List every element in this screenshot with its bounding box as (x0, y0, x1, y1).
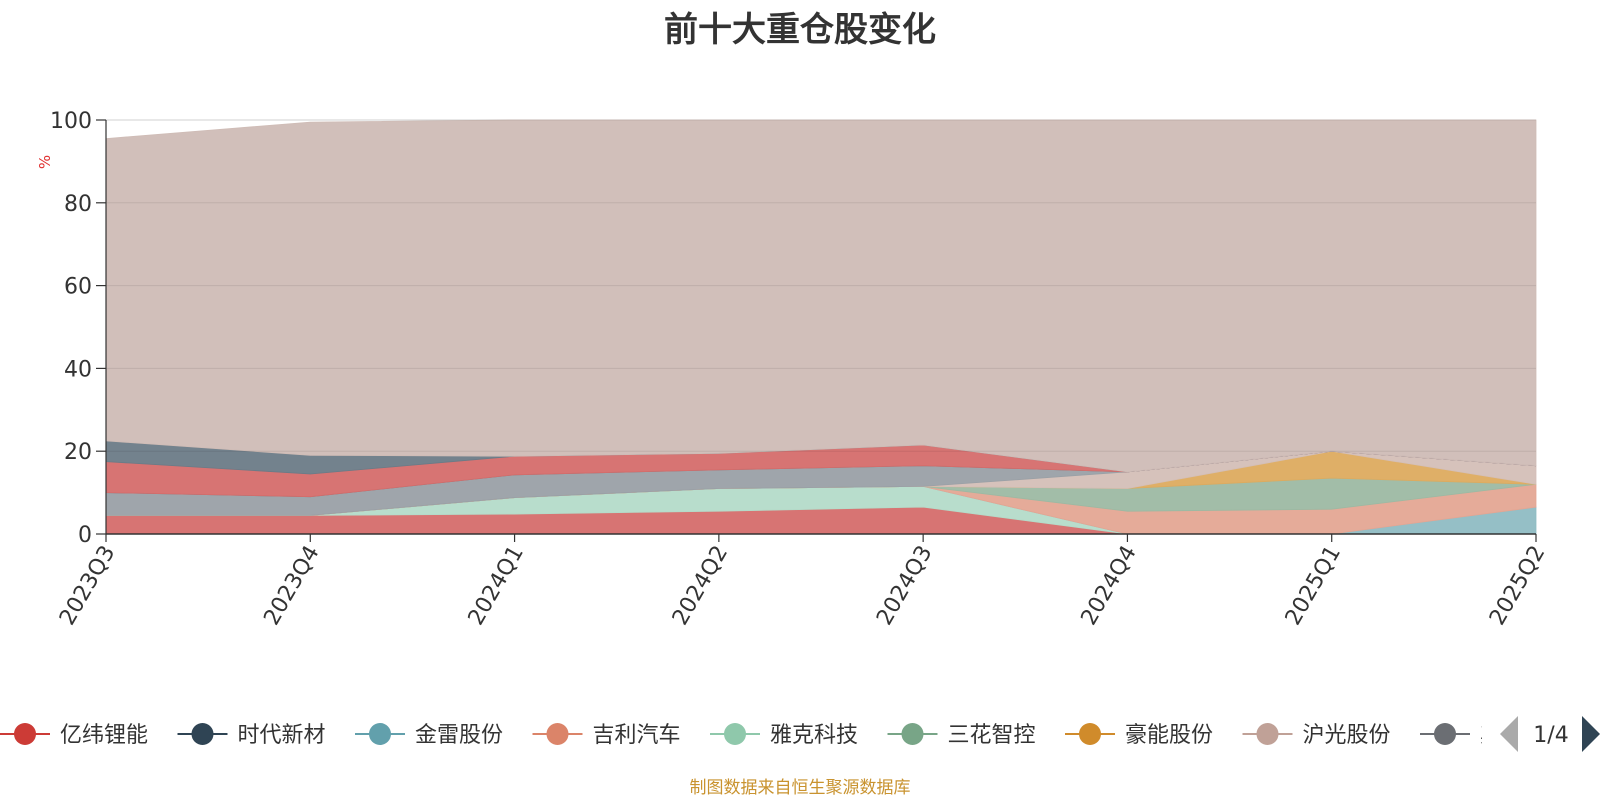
legend-label: 吉利汽车 (593, 723, 681, 748)
legend-marker (1256, 723, 1279, 745)
legend: 亿纬锂能时代新材金雷股份吉利汽车雅克科技三花智控豪能股份沪光股份其1/4 (0, 712, 1600, 758)
legend-item[interactable]: 吉利汽车 (532, 723, 681, 748)
legend-label: 沪光股份 (1303, 723, 1391, 748)
legend-label: 三花智控 (948, 723, 1036, 748)
y-tick-label: 20 (64, 440, 92, 465)
legend-label: 豪能股份 (1125, 723, 1213, 748)
y-tick-label: 100 (50, 109, 92, 134)
legend-label: 雅克科技 (770, 723, 858, 748)
x-tick-label: 2025Q2 (1485, 542, 1550, 630)
legend-item[interactable]: 沪光股份 (1242, 723, 1391, 748)
legend-marker (14, 723, 36, 745)
y-tick-label: 0 (78, 523, 92, 548)
x-tick-label: 2024Q3 (872, 542, 937, 630)
x-tick-label: 2023Q4 (259, 542, 324, 630)
legend-item[interactable]: 时代新材 (177, 723, 326, 748)
chart-title: 前十大重仓股变化 (664, 10, 936, 50)
legend-label: 时代新材 (238, 723, 326, 748)
y-tick-label: 40 (64, 357, 92, 382)
legend-marker (546, 723, 569, 745)
legend-item[interactable]: 豪能股份 (1065, 723, 1213, 748)
legend-marker (191, 723, 214, 745)
y-tick-label: 60 (64, 275, 92, 300)
legend-page-indicator: 1/4 (1533, 723, 1568, 748)
x-tick-label: 2024Q1 (464, 542, 529, 630)
legend-label: 亿纬锂能 (60, 723, 148, 748)
x-tick-label: 2024Q2 (668, 542, 733, 630)
legend-marker (901, 723, 924, 745)
legend-prev-page-icon[interactable] (1500, 716, 1518, 752)
legend-item[interactable]: 金雷股份 (355, 723, 503, 748)
legend-marker (724, 723, 746, 745)
legend-item[interactable]: 雅克科技 (710, 723, 858, 748)
area-series-group (105, 119, 1537, 535)
legend-marker (1079, 723, 1101, 745)
legend-marker (369, 723, 391, 745)
area-其他 (105, 119, 1537, 473)
y-axis-unit: % (36, 155, 54, 169)
x-tick-label: 2025Q1 (1281, 542, 1346, 630)
legend-marker (1434, 723, 1456, 745)
legend-label: 金雷股份 (415, 723, 503, 748)
source-note: 制图数据来自恒生聚源数据库 (689, 778, 911, 798)
x-tick-label: 2024Q4 (1077, 542, 1142, 630)
x-tick-label: 2023Q3 (55, 542, 120, 630)
legend-item[interactable]: 亿纬锂能 (0, 723, 148, 748)
legend-item[interactable]: 三花智控 (887, 723, 1036, 748)
legend-next-page-icon[interactable] (1582, 716, 1600, 752)
y-tick-label: 80 (64, 192, 92, 217)
